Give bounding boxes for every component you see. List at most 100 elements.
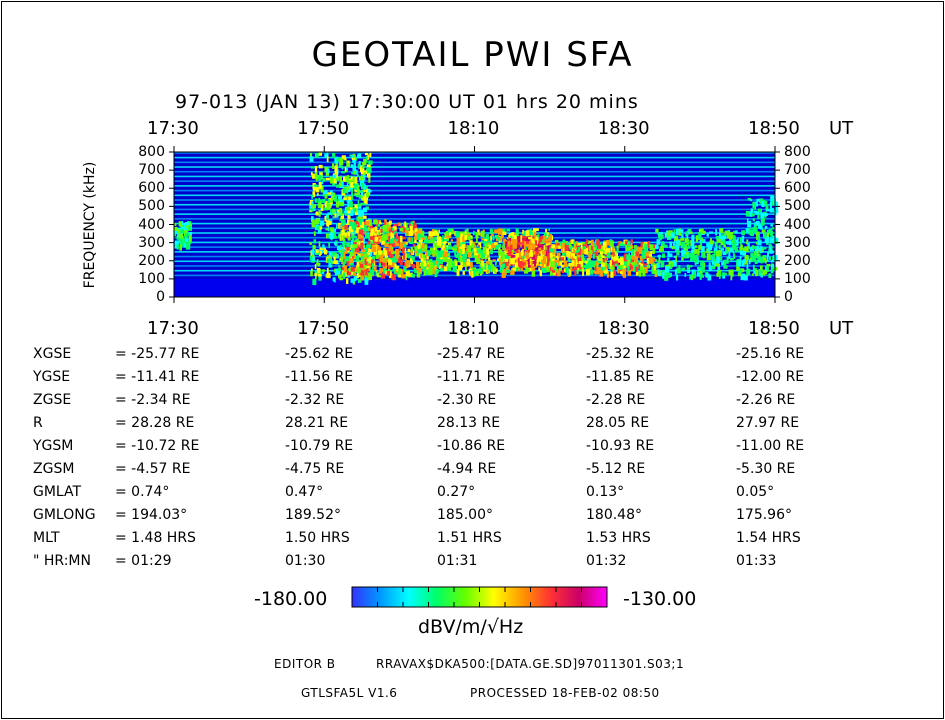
emission-pixel xyxy=(174,226,178,233)
emission-pixel xyxy=(402,242,406,246)
emission-pixel xyxy=(567,258,571,262)
emission-pixel xyxy=(741,230,743,235)
emission-pixel xyxy=(756,248,762,252)
emission-pixel xyxy=(359,263,364,268)
emission-pixel xyxy=(461,242,466,249)
emission-pixel xyxy=(741,268,745,273)
emission-pixel xyxy=(700,228,704,233)
emission-pixel xyxy=(442,235,444,243)
emission-pixel xyxy=(529,249,533,254)
emission-pixel xyxy=(333,242,337,245)
emission-pixel xyxy=(360,242,364,250)
emission-pixel xyxy=(334,156,339,164)
emission-pixel xyxy=(709,231,714,234)
emission-pixel xyxy=(509,255,513,259)
emission-pixel xyxy=(373,233,377,236)
emission-pixel xyxy=(648,253,651,261)
emission-pixel xyxy=(481,256,486,260)
emission-pixel xyxy=(734,236,736,243)
emission-pixel xyxy=(728,247,734,252)
emission-pixel xyxy=(441,246,445,254)
emission-pixel xyxy=(320,251,322,255)
emission-pixel xyxy=(357,229,360,236)
emission-pixel xyxy=(338,195,343,200)
emission-pixel xyxy=(377,250,382,255)
emission-pixel xyxy=(433,244,436,251)
emission-pixel xyxy=(341,155,346,160)
emission-pixel xyxy=(636,246,639,252)
chart-title: GEOTAIL PWI SFA xyxy=(311,35,634,75)
x-tick-label: 17:30 xyxy=(147,318,199,339)
emission-pixel xyxy=(728,240,732,246)
emission-pixel xyxy=(424,235,428,242)
emission-pixel xyxy=(642,268,646,274)
emission-pixel xyxy=(332,177,337,184)
emission-pixel xyxy=(737,237,739,240)
emission-pixel xyxy=(379,268,384,273)
emission-pixel xyxy=(419,234,423,238)
emission-pixel xyxy=(570,253,576,259)
emission-pixel xyxy=(316,267,321,274)
emission-pixel xyxy=(708,248,711,255)
emission-pixel xyxy=(693,248,698,255)
emission-pixel xyxy=(678,229,682,236)
emission-pixel xyxy=(333,192,336,197)
emission-pixel xyxy=(635,269,639,276)
emission-pixel xyxy=(444,238,448,242)
emission-pixel xyxy=(464,231,467,235)
emission-pixel xyxy=(397,236,402,244)
emission-pixel xyxy=(625,244,628,252)
emission-pixel xyxy=(364,152,369,156)
emission-pixel xyxy=(491,232,494,236)
emission-pixel xyxy=(369,250,373,256)
emission-pixel xyxy=(448,245,452,250)
emission-pixel xyxy=(364,275,369,281)
emission-pixel xyxy=(429,247,434,254)
emission-pixel xyxy=(747,242,750,249)
emission-pixel xyxy=(687,239,690,247)
emission-pixel xyxy=(336,224,338,229)
emission-pixel xyxy=(180,242,185,247)
emission-pixel xyxy=(374,261,377,264)
emission-pixel xyxy=(532,235,535,240)
emission-pixel xyxy=(361,249,366,252)
emission-pixel xyxy=(179,237,183,245)
emission-pixel xyxy=(316,226,321,230)
emission-pixel xyxy=(501,271,506,278)
emission-pixel xyxy=(520,235,525,238)
emission-pixel xyxy=(373,266,377,271)
emission-pixel xyxy=(375,269,378,275)
emission-pixel xyxy=(380,273,386,279)
emission-pixel xyxy=(326,220,330,227)
y-tick-label-left: 600 xyxy=(138,180,165,197)
emission-pixel xyxy=(625,260,629,265)
emission-pixel xyxy=(355,188,359,191)
emission-pixel xyxy=(730,258,733,262)
emission-pixel xyxy=(309,152,313,159)
colorbar xyxy=(351,586,608,608)
emission-pixel xyxy=(378,231,381,236)
y-tick-label-right: 300 xyxy=(784,234,811,251)
emission-pixel xyxy=(646,256,650,260)
emission-pixel xyxy=(766,267,769,272)
emission-pixel xyxy=(443,266,448,272)
emission-pixel xyxy=(317,264,321,267)
emission-pixel xyxy=(543,232,547,236)
emission-pixel xyxy=(402,236,406,240)
emission-pixel xyxy=(341,181,343,186)
ephemeris-value: 175.96° xyxy=(736,507,792,523)
emission-pixel xyxy=(680,238,685,241)
emission-pixel xyxy=(750,253,754,257)
emission-pixel xyxy=(342,261,346,267)
emission-pixel xyxy=(327,198,330,204)
emission-pixel xyxy=(760,272,764,278)
interference-line xyxy=(174,208,775,211)
emission-pixel xyxy=(429,237,433,241)
emission-pixel xyxy=(188,231,193,236)
emission-pixel xyxy=(763,270,768,275)
emission-pixel xyxy=(611,254,615,259)
emission-pixel xyxy=(486,261,490,265)
emission-pixel xyxy=(552,268,556,271)
emission-pixel xyxy=(329,176,333,183)
